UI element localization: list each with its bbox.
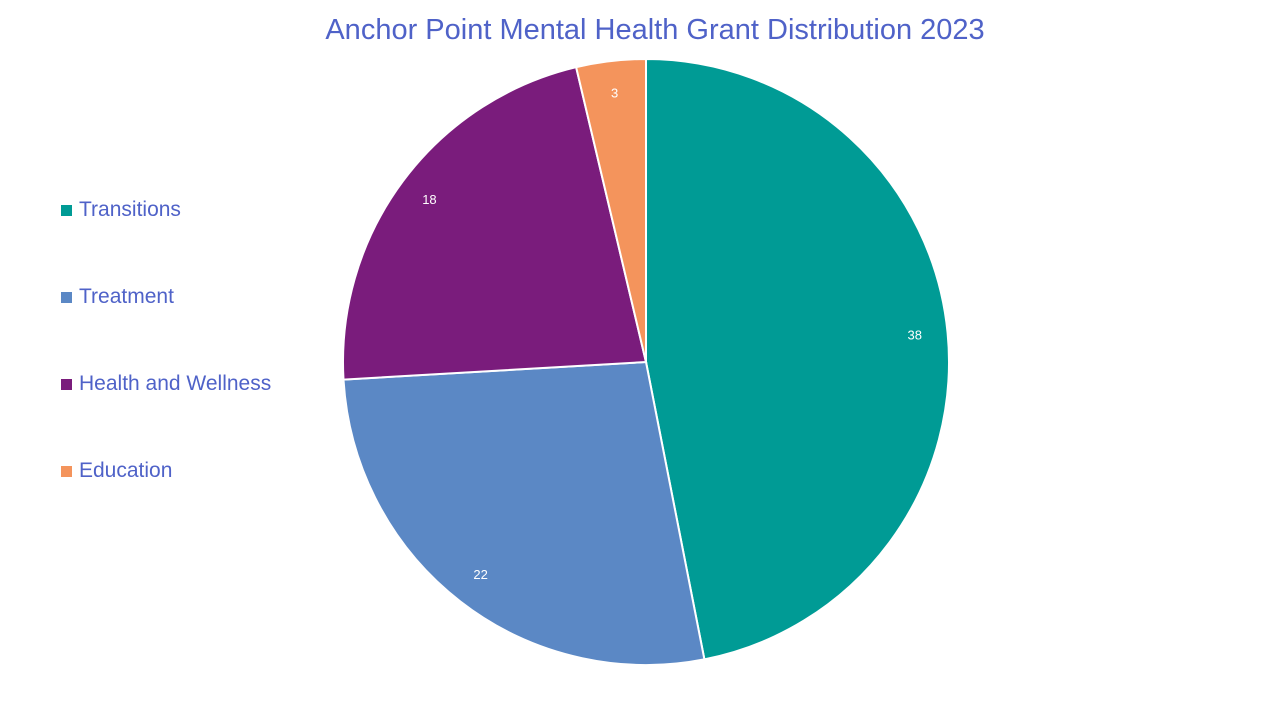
pie-slice-health-and-wellness [342, 65, 648, 381]
legend-label-health-and-wellness: Health and Wellness [79, 372, 272, 395]
legend-swatch-treatment [61, 292, 72, 303]
legend-item-education: Education [61, 457, 271, 544]
data-label-health-and-wellness: 18 [422, 192, 436, 207]
legend-label-transitions: Transitions [79, 198, 181, 221]
data-label-transitions: 38 [907, 327, 921, 342]
chart-title: Anchor Point Mental Health Grant Distrib… [325, 14, 985, 46]
legend-item-health-and-wellness: Health and Wellness [61, 370, 271, 457]
legend-label-education: Education [79, 459, 173, 482]
legend-swatch-health-and-wellness [61, 379, 72, 390]
legend-swatch-transitions [61, 205, 72, 216]
legend-swatch-education [61, 466, 72, 477]
data-label-treatment: 22 [473, 567, 487, 582]
legend-label-treatment: Treatment [79, 285, 174, 308]
pie-slice-treatment [342, 360, 706, 666]
pie-slice-transitions [645, 57, 950, 661]
legend-item-treatment: Treatment [61, 283, 271, 370]
data-label-education: 3 [611, 85, 618, 100]
legend-item-transitions: Transitions [61, 196, 271, 283]
pie-slice-education [574, 57, 647, 363]
chart-legend: Transitions Treatment Health and Wellnes… [61, 196, 271, 544]
